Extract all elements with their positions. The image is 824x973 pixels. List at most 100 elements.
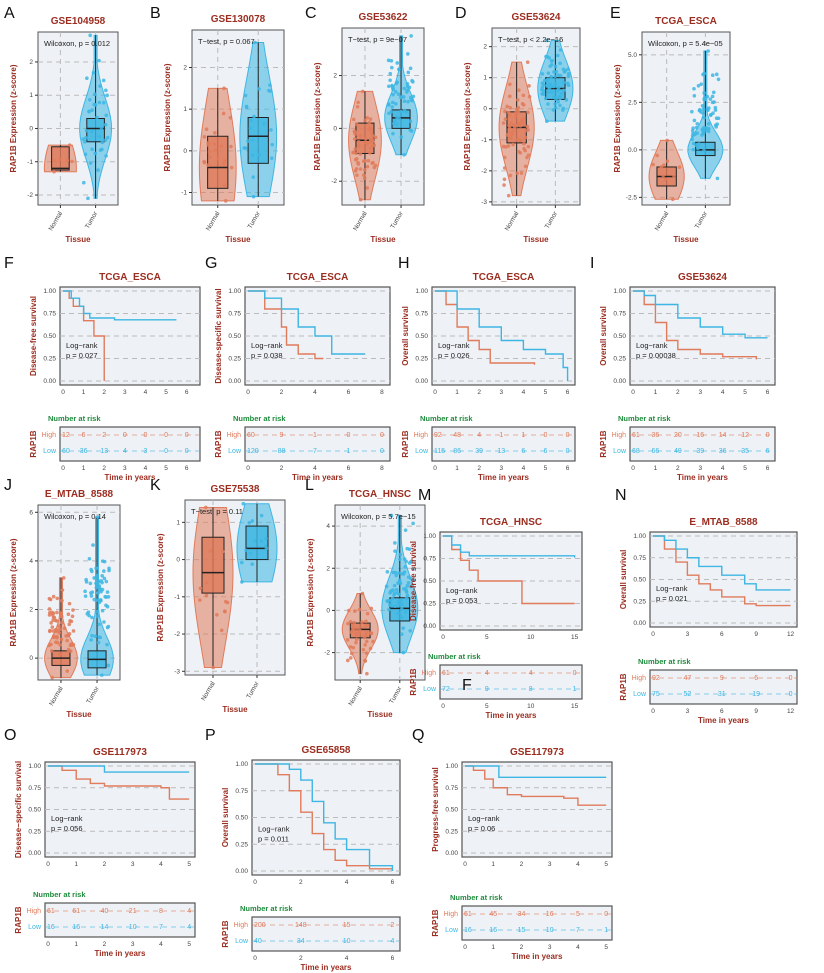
data-point [385, 570, 390, 574]
km-curve-low [255, 763, 394, 871]
y-tick-label: 2 [29, 59, 33, 66]
panel-letter: A [4, 5, 15, 22]
x-tick-label: Normal [48, 685, 65, 707]
data-point [697, 108, 702, 112]
risk-count: 10 [546, 927, 554, 934]
number-at-risk-header: Number at risk [233, 414, 286, 423]
data-point [240, 580, 244, 584]
risk-x-tick-label: 2 [299, 955, 303, 962]
data-point [502, 177, 507, 182]
risk-x-tick-label: 6 [566, 465, 570, 472]
risk-x-tick-label: 5 [164, 465, 168, 472]
y-tick-label: 2 [483, 44, 487, 51]
chart-title: GSE130078 [211, 14, 266, 25]
data-point [211, 665, 216, 670]
risk-row-label-low: Low [415, 448, 429, 455]
stat-label: T−test, p = 0.067 [198, 37, 255, 46]
risk-table [244, 426, 391, 462]
x-tick-label: Tumor [388, 685, 404, 705]
panel-B: B GSE130078 -1 0 1 2 Normal Tumor T−test, p = 0.… [150, 5, 285, 244]
data-point [525, 124, 530, 129]
risk-count: 12 [62, 432, 70, 439]
y-axis-label: Overall survival [221, 788, 230, 848]
y-tick-label: 0.25 [445, 828, 458, 835]
strata-label: RAP1B [619, 673, 628, 700]
risk-count: 14 [719, 432, 727, 439]
data-point [250, 153, 255, 157]
data-point [96, 168, 100, 172]
data-point [715, 122, 720, 126]
data-point [253, 40, 257, 45]
panel-letter: G [205, 255, 217, 272]
risk-count: 88 [278, 448, 286, 455]
y-tick-label: 0.50 [613, 333, 626, 340]
data-point [58, 627, 63, 631]
risk-count: 6 [754, 675, 758, 682]
y-axis-label: RAP1B Expression (z-score) [156, 533, 165, 641]
risk-x-tick-label: 2 [102, 465, 106, 472]
x-tick-label: 0 [433, 389, 437, 396]
data-point [90, 108, 94, 112]
data-point [215, 612, 219, 617]
data-point [703, 128, 707, 133]
risk-count: 6 [82, 432, 86, 439]
panel-letter: P [205, 727, 216, 744]
x-tick-label: 4 [522, 389, 526, 396]
risk-count: 3 [144, 448, 148, 455]
data-point [543, 96, 548, 101]
data-point [386, 102, 391, 107]
data-point [97, 622, 101, 627]
data-point [408, 584, 413, 589]
logrank-label: Log−rank [251, 341, 283, 350]
data-point [700, 103, 705, 108]
y-axis-label: Disease-free survival [29, 296, 38, 376]
data-point [553, 82, 558, 87]
x-tick-label: Tumor [694, 210, 710, 230]
data-point [702, 148, 706, 153]
data-point [262, 121, 266, 126]
data-point [393, 549, 397, 553]
data-point [87, 613, 91, 618]
data-point [367, 120, 371, 125]
data-point [47, 596, 52, 601]
data-point [405, 88, 410, 93]
data-point [91, 70, 96, 75]
chart-title: GSE53622 [359, 12, 408, 23]
data-point [690, 128, 695, 133]
data-point [353, 147, 358, 151]
data-point [349, 630, 354, 635]
risk-x-tick-label: 6 [720, 708, 724, 715]
data-point [268, 83, 272, 87]
data-point [696, 84, 701, 88]
risk-x-tick-label: 0 [631, 465, 635, 472]
data-point [95, 515, 100, 519]
data-point [403, 610, 408, 615]
data-point [706, 121, 711, 126]
y-tick-label: 0.75 [235, 788, 248, 795]
y-tick-label: 0.25 [43, 356, 56, 363]
risk-count: 34 [297, 938, 305, 945]
data-point [198, 598, 202, 602]
data-point [57, 652, 62, 657]
data-point [90, 129, 94, 134]
data-point [507, 94, 512, 99]
risk-count: 9 [280, 432, 284, 439]
data-point [553, 64, 558, 69]
risk-count: 0 [347, 432, 351, 439]
data-point [247, 520, 252, 525]
risk-count: 1 [573, 686, 577, 693]
km-curve-high [48, 765, 190, 800]
data-point [365, 115, 370, 120]
data-point [391, 92, 395, 97]
data-point [204, 127, 209, 132]
number-at-risk-header: Number at risk [33, 890, 86, 899]
y-tick-label: 1 [176, 519, 180, 526]
panel-H: H TCGA_ESCA 0.00 0.25 0.50 0.75 1.00 0 0 1 1 2 2 3 3 4 4… [398, 255, 576, 482]
x-axis-label: Time in years [105, 473, 157, 482]
y-axis-label: Overall survival [599, 306, 608, 366]
y-tick-label: 0.75 [415, 311, 428, 318]
data-point [405, 546, 409, 551]
data-point [692, 118, 697, 123]
risk-count: 13 [497, 448, 505, 455]
km-curve-low [653, 535, 791, 591]
